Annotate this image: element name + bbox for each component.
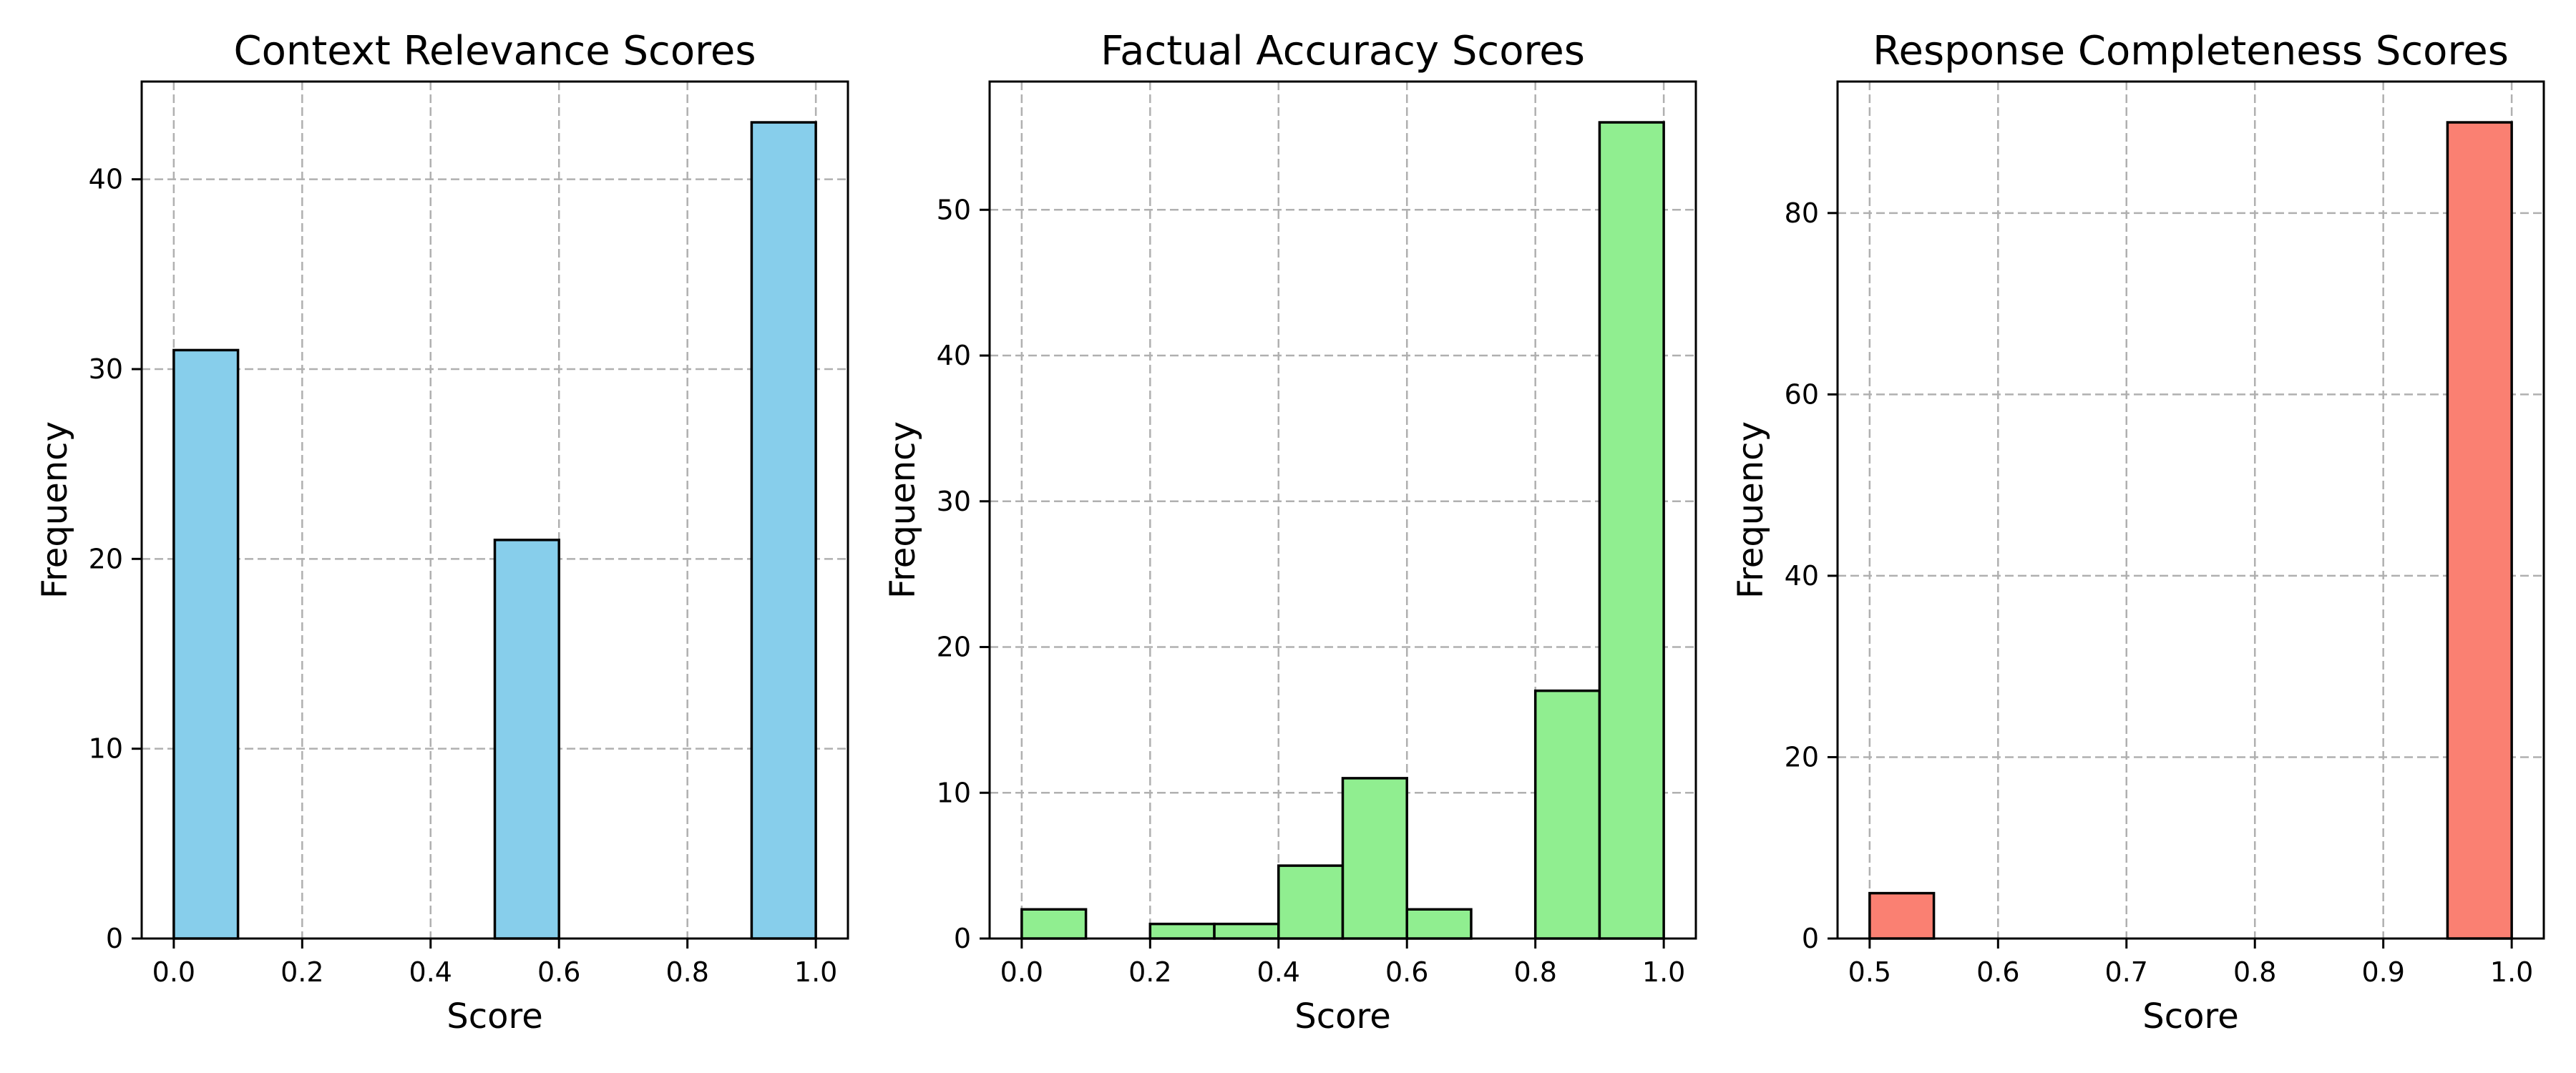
histogram-bar: [1598, 121, 1665, 940]
histogram-bar: [1868, 891, 1936, 940]
panel-response-completeness: 0.5 0.6 0.7 0.8 0.9 1.0 0 20 40 60 80 Response Comp…: [1731, 28, 2545, 1037]
histogram-bar: [1148, 922, 1216, 940]
chart-title-context-relevance: Context Relevance Scores: [233, 28, 756, 74]
y-tick-label: 20: [1785, 741, 1819, 773]
x-tick-label: 0.2: [280, 956, 323, 988]
y-tick-label: 20: [937, 632, 971, 663]
chart-title-response-completeness: Response Completeness Scores: [1873, 28, 2509, 74]
histogram-bar: [493, 539, 560, 940]
x-tick-label: 0.6: [1385, 956, 1428, 988]
histogram-bar: [172, 348, 240, 940]
y-tick-label: 10: [89, 733, 123, 765]
x-tick-label: 0.2: [1128, 956, 1171, 988]
plot-frame: [1836, 80, 2545, 940]
y-tick-label: 80: [1785, 197, 1819, 229]
histogram-bar: [1277, 864, 1345, 940]
y-tick-label: 10: [937, 777, 971, 808]
plot-frame: [988, 80, 1697, 940]
x-tick-label: 0.5: [1848, 956, 1891, 988]
histogram-bar: [1405, 908, 1473, 940]
x-tick-label: 0.7: [2105, 956, 2148, 988]
histogram-bar: [1341, 777, 1408, 940]
y-tick-label: 40: [89, 164, 123, 195]
y-tick-label: 30: [89, 353, 123, 385]
y-tick-label: 20: [89, 543, 123, 574]
y-axis-label: Frequency: [1731, 421, 1771, 599]
x-tick-label: 0.4: [409, 956, 452, 988]
histogram-bar: [1213, 922, 1280, 940]
histogram-bar: [750, 121, 817, 940]
y-tick-label: 0: [106, 923, 123, 954]
x-tick-label: 0.6: [537, 956, 580, 988]
panel-context-relevance: 0.0 0.2 0.4 0.6 0.8 1.0 0 10 20 30 40 Context Relev…: [35, 28, 849, 1037]
x-tick-label: 0.4: [1257, 956, 1300, 988]
x-axis-label: Score: [447, 996, 542, 1037]
x-tick-label: 1.0: [794, 956, 837, 988]
y-axis-label: Frequency: [883, 421, 923, 599]
x-axis-label: Score: [1294, 996, 1390, 1037]
histogram-bar: [1533, 689, 1601, 940]
x-tick-label: 0.0: [1000, 956, 1043, 988]
x-tick-label: 0.6: [1976, 956, 2019, 988]
chart-title-factual-accuracy: Factual Accuracy Scores: [1101, 28, 1585, 74]
plot-frame: [140, 80, 849, 940]
x-tick-label: 0.0: [152, 956, 195, 988]
y-axis-label: Frequency: [35, 421, 75, 599]
x-tick-label: 0.8: [2233, 956, 2276, 988]
x-tick-label: 0.8: [665, 956, 708, 988]
y-tick-label: 50: [937, 194, 971, 225]
histogram-bar: [1020, 908, 1088, 940]
panel-factual-accuracy: 0.0 0.2 0.4 0.6 0.8 1.0 0 10 20 30 40 50 Factual Acc…: [883, 28, 1697, 1037]
y-tick-label: 40: [1785, 560, 1819, 592]
y-tick-label: 60: [1785, 378, 1819, 410]
y-tick-label: 30: [937, 486, 971, 517]
y-tick-label: 0: [1802, 923, 1819, 954]
y-tick-label: 40: [937, 340, 971, 371]
histogram-bar: [2446, 121, 2513, 940]
x-tick-label: 0.9: [2361, 956, 2404, 988]
x-tick-label: 1.0: [1642, 956, 1685, 988]
x-tick-label: 1.0: [2490, 956, 2533, 988]
x-axis-label: Score: [2142, 996, 2238, 1037]
y-tick-label: 0: [954, 923, 971, 954]
x-tick-label: 0.8: [1513, 956, 1556, 988]
